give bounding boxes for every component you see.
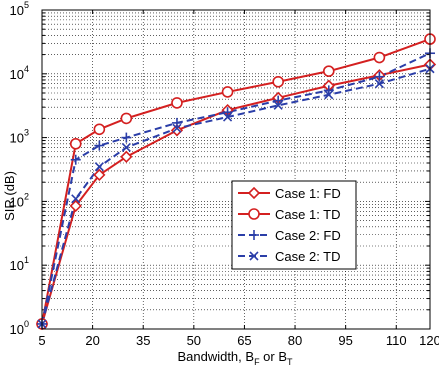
legend-marker (249, 230, 259, 240)
y-tick-label: 103 (10, 128, 29, 146)
y-tick-base: 10 (10, 3, 24, 18)
x-tick-label: 120 (419, 333, 439, 348)
y-tick-exponent: 0 (24, 319, 29, 329)
x-tick-label: 50 (187, 333, 201, 348)
x-b (172, 123, 182, 133)
data-point-3 (71, 194, 81, 204)
y-tick-exponent: 3 (24, 128, 29, 138)
data-point-0 (170, 124, 184, 137)
x-tick-label: 110 (386, 333, 407, 348)
x-b (324, 90, 334, 100)
plot-frame (41, 9, 431, 330)
data-point-0 (120, 150, 133, 163)
data-point-3 (172, 123, 182, 133)
legend: Case 1: FD Case 1: TD Case 2: FD Case 2: TD (231, 180, 357, 270)
data-point-1 (120, 112, 133, 125)
y-tick-base: 10 (10, 322, 24, 337)
y-tick-exponent: 5 (24, 0, 29, 10)
x-b (94, 162, 104, 172)
x-b (374, 79, 384, 89)
x-tick-label: 5 (38, 333, 45, 348)
y-tick-exponent: 4 (24, 64, 29, 74)
y-tick-label: 100 (10, 319, 29, 337)
y-tick-base: 10 (10, 67, 24, 82)
data-point-1 (272, 75, 284, 88)
data-point-1 (322, 65, 335, 77)
x-axis-label-sub-f: F (254, 357, 260, 367)
data-point-3 (121, 142, 131, 153)
y-axis-label: SIR (dB) (2, 171, 17, 221)
x-b (222, 112, 233, 122)
data-point-2 (222, 107, 233, 118)
data-point-2 (171, 117, 182, 128)
x-b (71, 194, 81, 204)
x-b (273, 100, 283, 110)
data-point-1 (221, 86, 234, 98)
legend-entry: Case 2: TD (275, 249, 341, 264)
y-tick-exponent: 1 (24, 255, 29, 265)
data-point-2 (94, 140, 105, 151)
data-point-1 (171, 97, 183, 109)
x-axis-label-main: Bandwidth, B (177, 349, 254, 364)
data-point-1 (373, 51, 386, 64)
y-tick-label: 105 (10, 0, 29, 18)
x-tick-label: 20 (85, 333, 99, 348)
data-point-1 (69, 137, 82, 150)
data-point-2 (374, 71, 385, 82)
data-point-0 (69, 199, 82, 213)
data-point-0 (93, 168, 106, 182)
x-tick-label: 80 (288, 333, 302, 348)
legend-marker (248, 208, 260, 220)
y-tick-label: 101 (10, 255, 29, 273)
series-line-0 (41, 63, 431, 325)
data-point-2 (273, 95, 284, 106)
plot-background (42, 10, 430, 329)
x-axis-label: Bandwidth, BF or BT (177, 349, 293, 367)
x-tick-label: 95 (338, 333, 352, 348)
data-point-1 (93, 123, 106, 136)
data-point-3 (222, 112, 233, 122)
data-point-3 (324, 90, 334, 100)
y-tick-exponent: 2 (24, 191, 29, 201)
series-lines (41, 38, 431, 325)
x-tick-label: 35 (136, 333, 150, 348)
y-tick-label: 104 (10, 64, 29, 82)
series-line-1 (41, 38, 431, 325)
data-point-3 (374, 79, 384, 89)
legend-entry: Case 2: FD (275, 228, 341, 243)
y-tick-label: 102 (10, 191, 29, 209)
data-point-3 (273, 100, 283, 110)
y-tick-base: 10 (10, 194, 24, 209)
x-axis-label-sub-t: T (287, 357, 293, 367)
y-tick-base: 10 (10, 258, 24, 273)
x-b (249, 251, 259, 261)
data-point-2 (70, 154, 81, 165)
series-line-2 (41, 52, 431, 325)
x-axis-label-mid: or B (260, 349, 287, 364)
legend-entry: Case 1: FD (275, 186, 341, 201)
x-b (121, 142, 131, 153)
series-line-3 (41, 67, 431, 325)
legend-marker (249, 251, 259, 261)
grid-lines (42, 10, 430, 329)
data-point-2 (121, 132, 132, 143)
legend-entry: Case 1: TD (275, 207, 341, 222)
y-tick-base: 10 (10, 131, 24, 146)
data-point-3 (94, 162, 104, 172)
legend-marker (247, 186, 261, 200)
x-tick-label: 65 (237, 333, 251, 348)
